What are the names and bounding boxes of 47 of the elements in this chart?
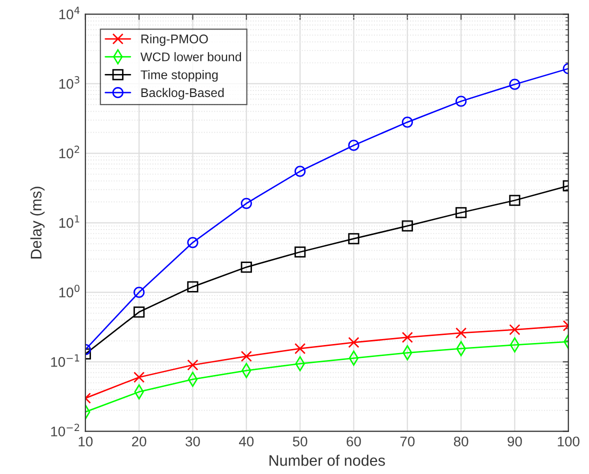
y-tick-label: 10$^{3}$ [59,76,80,89]
point [134,286,145,298]
y-axis-title: Delay (ms) [30,186,45,258]
point [509,194,520,206]
y-tick-label: 10$^{4}$ [59,6,80,20]
point [348,233,360,244]
y-tick-label: 10$^{−2}$ [51,424,80,436]
x-tick-label: 80 [454,436,468,446]
point [294,246,306,258]
x-tick-label: 20 [132,436,146,446]
point [134,306,145,318]
point [402,116,413,128]
point [294,166,306,177]
x-tick-label: 60 [346,436,361,446]
point [240,198,252,209]
x-tick-label: 100 [558,436,580,446]
point [456,327,467,339]
x-tick-label: 50 [292,436,308,446]
x-tick-label: 40 [238,436,254,446]
point [509,324,520,336]
x-tick-label: 10 [78,436,93,446]
x-tick-label: 90 [508,436,522,446]
point [240,262,252,273]
point [402,220,413,232]
point [294,343,306,354]
point [402,332,413,343]
legend-label: Backlog-Based [141,88,224,100]
point [509,78,520,90]
point [187,281,198,292]
y-tick-label: 10$^{−1}$ [51,354,80,367]
y-tick-label: 10$^{0}$ [59,284,80,298]
point [240,350,252,362]
point [456,96,467,107]
point [187,359,198,371]
x-axis-title: Number of nodes [270,454,385,466]
point [187,236,198,248]
x-tick-label: 30 [186,436,200,446]
legend-label: Time stopping [140,70,218,82]
point [456,207,467,218]
legend-label: WCD lower bound [140,52,242,62]
point [348,336,360,348]
legend-label: Ring-PMOO [141,34,208,46]
y-tick-label: 10$^{1}$ [59,215,80,228]
point [348,140,360,151]
x-tick-label: 70 [400,436,415,446]
point [134,372,145,383]
y-tick-label: 10$^{2}$ [59,146,80,158]
